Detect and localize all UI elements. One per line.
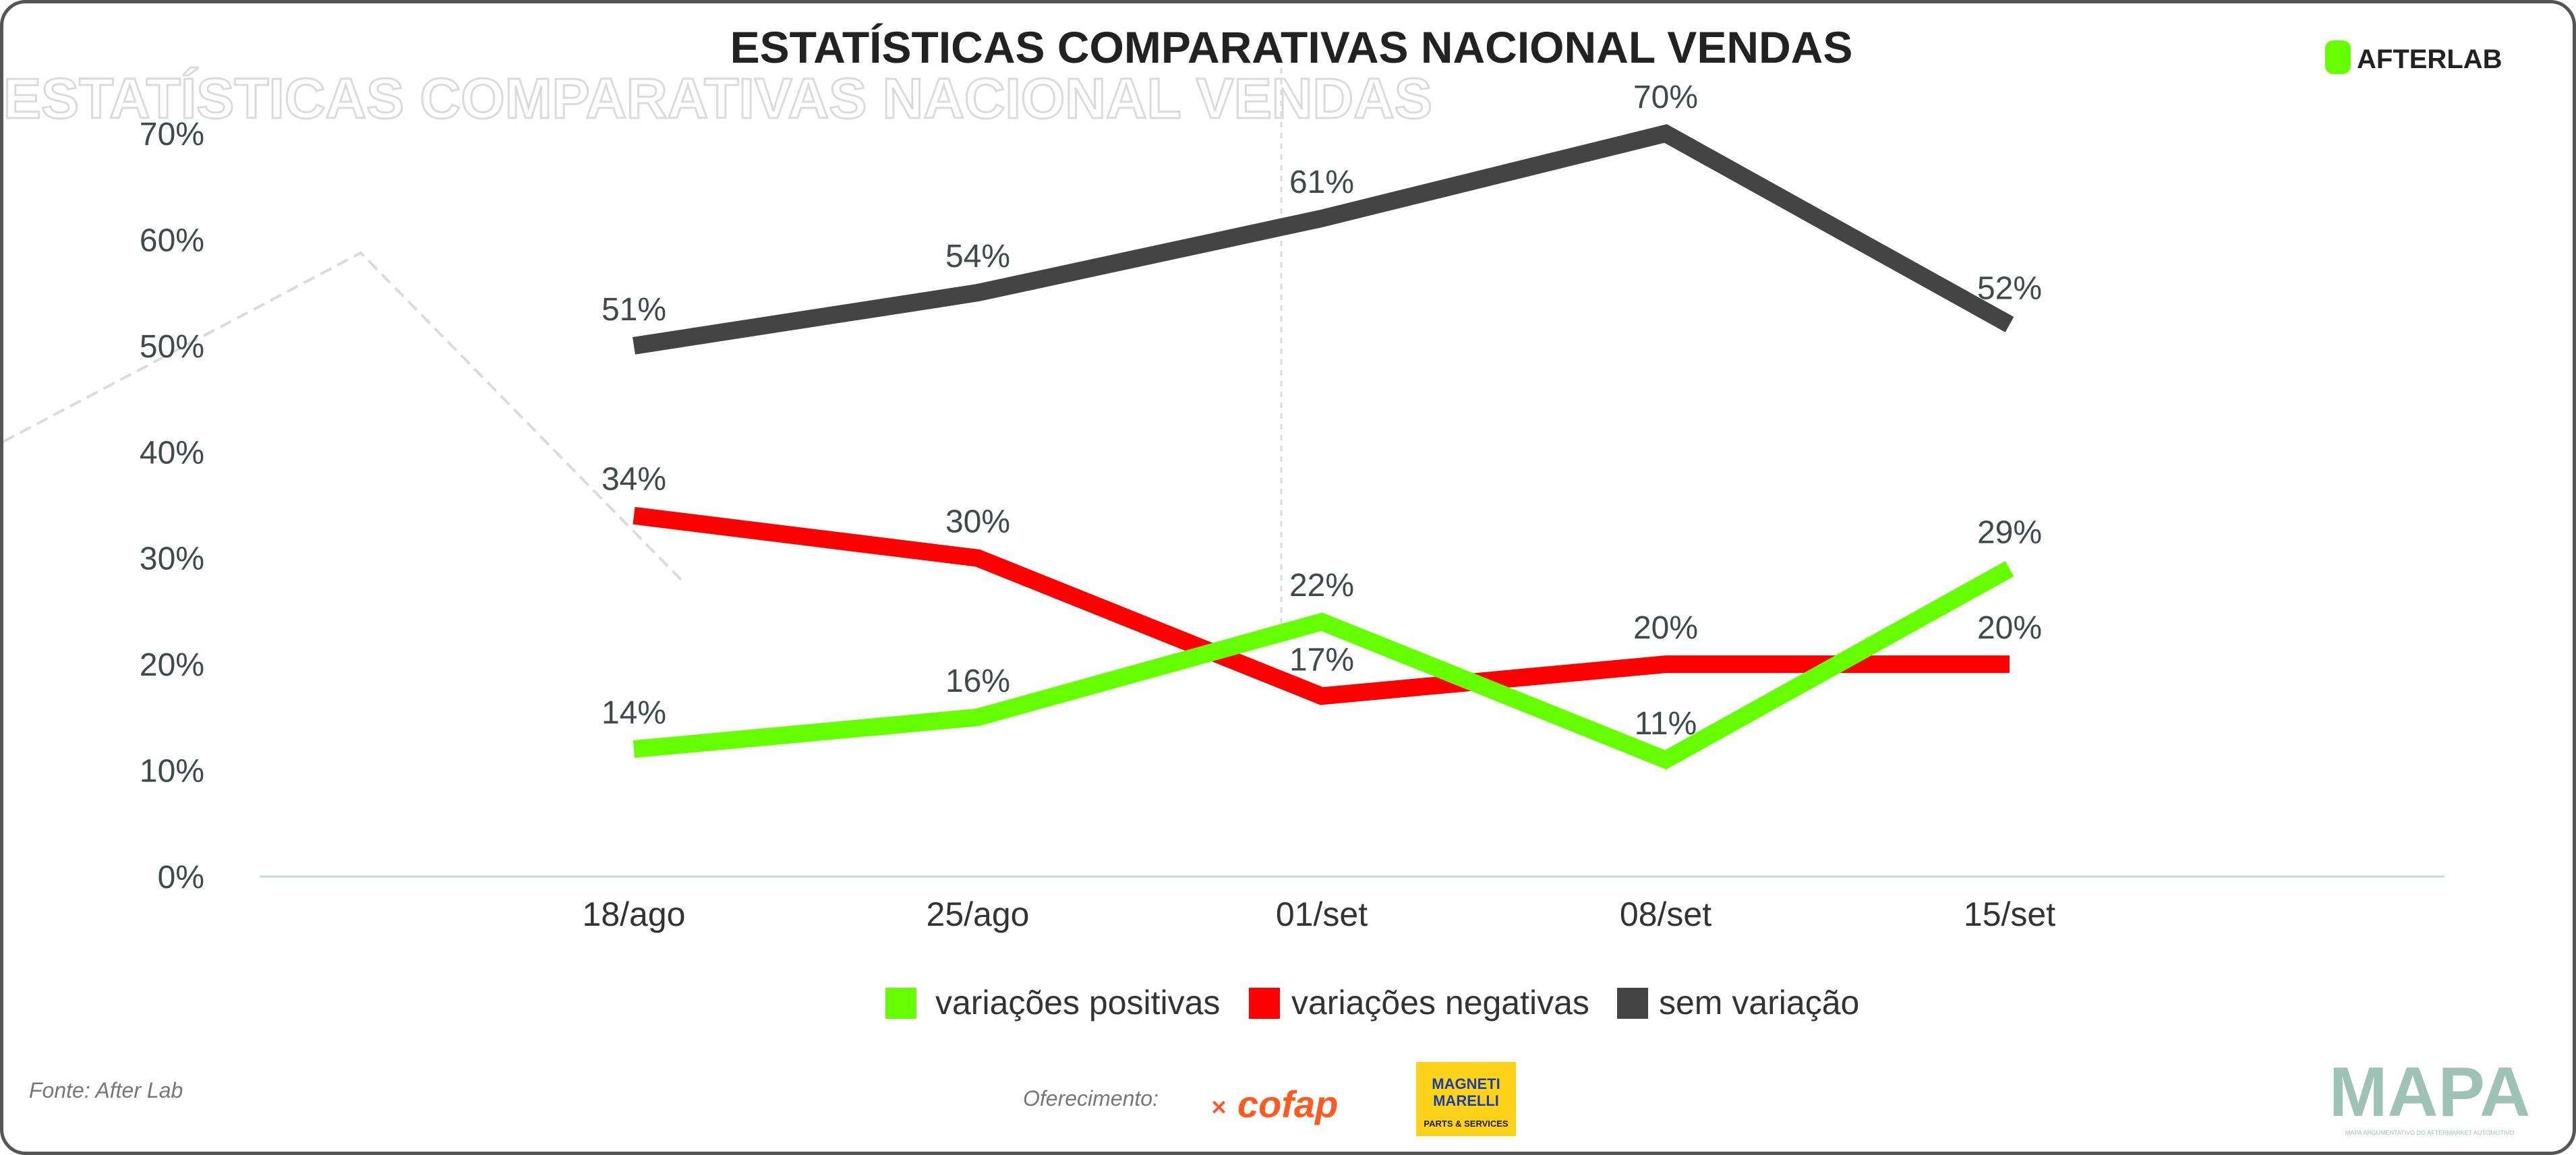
data-label: 17%: [1289, 642, 1354, 678]
magneti-marelli-bg: [1416, 1062, 1516, 1136]
legend-swatch-sem-variacao: [1617, 988, 1648, 1019]
x-tick-label: 18/ago: [583, 895, 686, 933]
cofap-logo-text: cofap: [1237, 1083, 1338, 1125]
data-label: 51%: [602, 292, 666, 328]
magneti-line2: MARELLI: [1433, 1092, 1499, 1109]
legend-item-positivas[interactable]: variações positivas: [885, 984, 1220, 1021]
y-tick-label: 50%: [140, 329, 204, 365]
data-label: 11%: [1635, 706, 1697, 742]
y-tick-label: 30%: [140, 541, 204, 577]
data-label: 16%: [945, 663, 1010, 699]
series-line-1: [633, 506, 2010, 705]
afterlab-logo-icon: [2325, 40, 2351, 74]
mapa-logo: MAPA MAPA ARGUMENTATIVO DO AFTERMARKET A…: [2329, 1053, 2531, 1136]
source-note: Fonte: After Lab: [29, 1078, 183, 1102]
legend-item-sem-variacao[interactable]: sem variação: [1617, 984, 1859, 1021]
line-chart: ESTATÍSTICAS COMPARATIVAS NACIONAL VENDA…: [3, 22, 2531, 1136]
legend-item-negativas[interactable]: variações negativas: [1249, 984, 1589, 1021]
legend-label-positivas: variações positivas: [935, 984, 1220, 1021]
y-tick-label: 70%: [140, 117, 204, 152]
magneti-marelli-logo: MAGNETI MARELLI PARTS & SERVICES: [1416, 1062, 1516, 1136]
data-label: 14%: [602, 695, 666, 731]
data-label: 29%: [1977, 514, 2042, 550]
sponsor-label: Oferecimento:: [1023, 1086, 1159, 1110]
x-tick-label: 25/ago: [927, 895, 1030, 933]
data-label: 70%: [1633, 80, 1698, 115]
data-label: 52%: [1977, 270, 2042, 306]
magneti-sub: PARTS & SERVICES: [1424, 1119, 1509, 1129]
x-tick-label: 15/set: [1964, 895, 2055, 933]
data-label: 20%: [1633, 610, 1698, 646]
x-tick-label: 01/set: [1276, 895, 1368, 933]
series-line-0: [633, 561, 2014, 770]
mapa-tagline: MAPA ARGUMENTATIVO DO AFTERMARKET AUTOMO…: [2345, 1129, 2515, 1136]
cofap-logo: ✕ cofap: [1210, 1083, 1338, 1125]
y-tick-label: 10%: [140, 754, 204, 790]
legend-label-negativas: variações negativas: [1291, 984, 1589, 1021]
afterlab-logo: AFTERLAB: [2325, 40, 2502, 74]
cofap-logo-mark: ✕: [1210, 1097, 1227, 1119]
data-label: 54%: [945, 239, 1010, 274]
data-label: 22%: [1289, 568, 1354, 603]
y-tick-label: 40%: [140, 435, 204, 471]
mapa-logo-text: MAPA: [2329, 1053, 2531, 1131]
ghost-line: [3, 251, 686, 585]
legend-label-sem-variacao: sem variação: [1659, 984, 1859, 1021]
series-lines: [633, 124, 2014, 770]
y-tick-label: 20%: [140, 647, 204, 683]
x-axis: 18/ago 25/ago 01/set 08/set 15/set: [583, 895, 2056, 933]
legend-swatch-positivas: [885, 988, 916, 1019]
data-label: 20%: [1977, 610, 2042, 646]
x-tick-label: 08/set: [1620, 895, 1711, 933]
legend-swatch-negativas: [1249, 988, 1280, 1019]
ghost-title-left: ESTATÍSTICAS COMPARATIVAS NACIONAL VENDA…: [3, 67, 1432, 130]
data-label: 61%: [1289, 165, 1354, 200]
data-label: 30%: [945, 504, 1010, 540]
ghost-artifact: ESTATÍSTICAS COMPARATIVAS NACIONAL VENDA…: [3, 57, 1433, 644]
legend: variações positivas variações negativas …: [885, 984, 1859, 1021]
magneti-line1: MAGNETI: [1432, 1075, 1500, 1092]
data-label: 34%: [602, 462, 666, 498]
chart-title: ESTATÍSTICAS COMPARATIVAS NACIONAL VENDA…: [730, 22, 1853, 72]
y-axis: 0% 10% 20% 30% 40% 50% 60% 70%: [140, 117, 204, 895]
y-tick-label: 0%: [158, 860, 204, 895]
series-line-2: [633, 124, 2014, 355]
afterlab-logo-text: AFTERLAB: [2357, 45, 2502, 74]
data-labels: 14% 16% 22% 11% 29% 34% 30% 17% 20% 20% 51% 54% 61% 7…: [602, 80, 2042, 742]
y-tick-label: 60%: [140, 223, 204, 258]
